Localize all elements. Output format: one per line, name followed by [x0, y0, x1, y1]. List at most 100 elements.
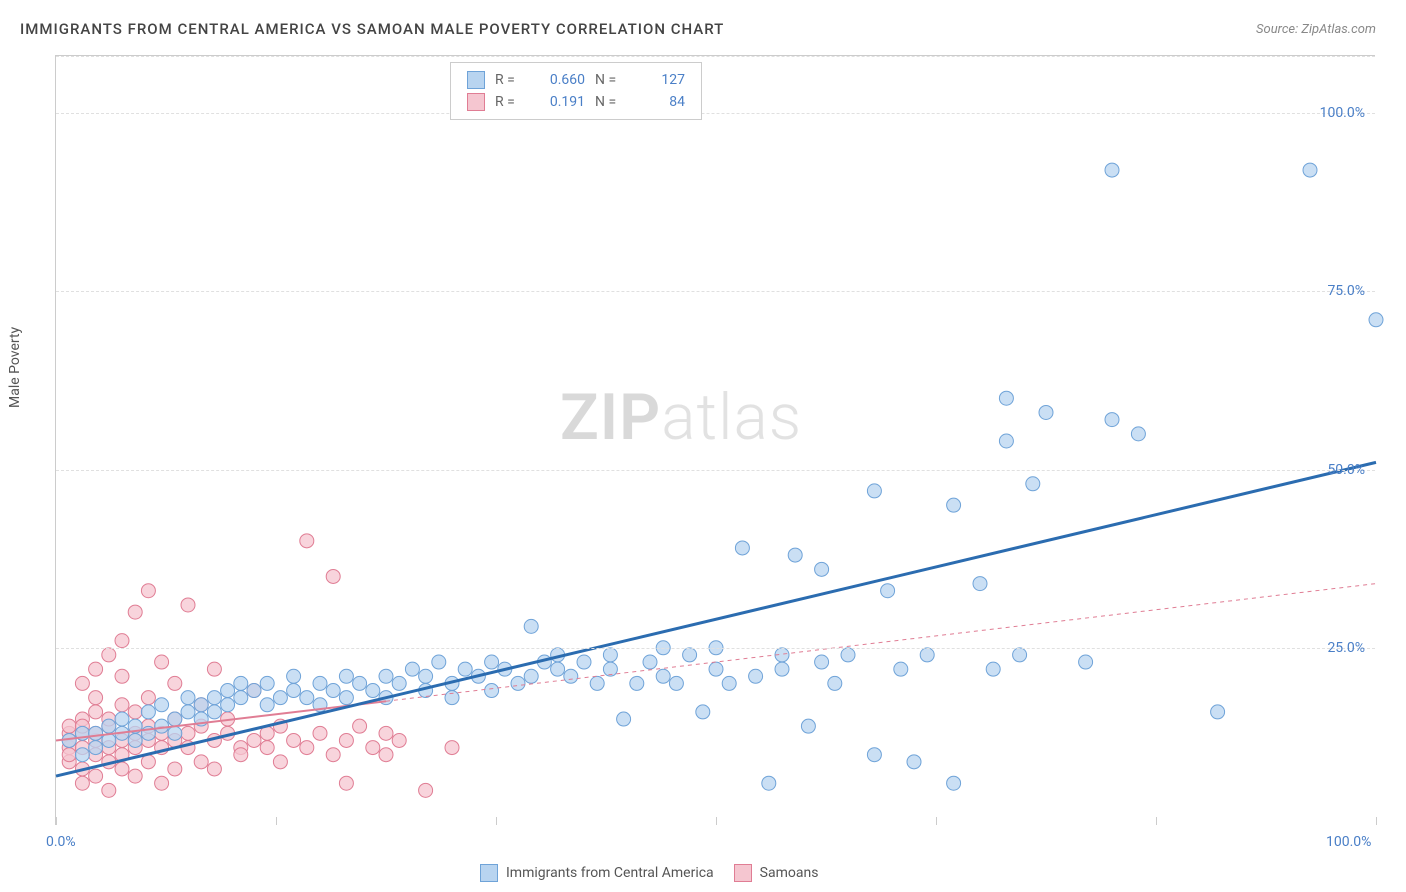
data-point: [353, 719, 367, 733]
legend-row: R = 0.660 N = 127: [467, 69, 685, 91]
data-point: [115, 698, 129, 712]
series-legend: Immigrants from Central AmericaSamoans: [480, 864, 818, 882]
y-tick-label: 100.0%: [1320, 105, 1365, 121]
data-point: [603, 662, 617, 676]
data-point: [867, 484, 881, 498]
scatter-plot-svg: [56, 56, 1375, 825]
data-point: [128, 705, 142, 719]
data-point: [89, 691, 103, 705]
data-point: [815, 562, 829, 576]
data-point: [485, 684, 499, 698]
data-point: [722, 676, 736, 690]
legend-swatch: [467, 93, 485, 111]
legend-swatch: [480, 864, 498, 882]
data-point: [749, 669, 763, 683]
data-point: [287, 669, 301, 683]
data-point: [89, 726, 103, 740]
data-point: [115, 634, 129, 648]
data-point: [656, 669, 670, 683]
data-point: [221, 684, 235, 698]
gridline: [56, 113, 1375, 114]
data-point: [260, 698, 274, 712]
y-tick-label: 75.0%: [1327, 283, 1365, 299]
data-point: [485, 655, 499, 669]
data-point: [75, 776, 89, 790]
data-point: [313, 726, 327, 740]
data-point: [326, 569, 340, 583]
data-point: [630, 676, 644, 690]
data-point: [207, 762, 221, 776]
data-point: [801, 719, 815, 733]
data-point: [1026, 477, 1040, 491]
data-point: [207, 691, 221, 705]
y-tick-label: 50.0%: [1327, 462, 1365, 478]
data-point: [102, 648, 116, 662]
data-point: [432, 655, 446, 669]
y-axis-label: Male Poverty: [7, 327, 23, 408]
data-point: [419, 783, 433, 797]
data-point: [141, 584, 155, 598]
data-point: [1039, 405, 1053, 419]
data-point: [247, 684, 261, 698]
data-point: [168, 676, 182, 690]
data-point: [89, 769, 103, 783]
data-point: [920, 648, 934, 662]
data-point: [1211, 705, 1225, 719]
trend-line: [56, 462, 1376, 776]
data-point: [102, 783, 116, 797]
x-tick-mark: [276, 817, 277, 825]
x-tick-mark: [936, 817, 937, 825]
data-point: [828, 676, 842, 690]
data-point: [221, 698, 235, 712]
legend-r-label: R =: [495, 94, 525, 110]
data-point: [379, 748, 393, 762]
data-point: [379, 726, 393, 740]
data-point: [1105, 413, 1119, 427]
data-point: [181, 691, 195, 705]
legend-n-label: N =: [595, 72, 625, 88]
data-point: [1105, 163, 1119, 177]
data-point: [366, 684, 380, 698]
data-point: [247, 733, 261, 747]
data-point: [1131, 427, 1145, 441]
data-point: [709, 662, 723, 676]
data-point: [273, 755, 287, 769]
data-point: [894, 662, 908, 676]
data-point: [89, 662, 103, 676]
data-point: [168, 712, 182, 726]
data-point: [155, 655, 169, 669]
data-point: [445, 691, 459, 705]
data-point: [551, 662, 565, 676]
chart-title: IMMIGRANTS FROM CENTRAL AMERICA VS SAMOA…: [20, 20, 724, 38]
data-point: [155, 719, 169, 733]
data-point: [287, 684, 301, 698]
data-point: [947, 776, 961, 790]
data-point: [1013, 648, 1027, 662]
legend-item: Samoans: [734, 864, 819, 882]
data-point: [326, 684, 340, 698]
correlation-legend: R = 0.660 N = 127 R = 0.191 N = 84: [450, 62, 702, 120]
x-tick-mark: [716, 817, 717, 825]
data-point: [155, 776, 169, 790]
data-point: [986, 662, 1000, 676]
chart-plot-area: 25.0%50.0%75.0%100.0%0.0%100.0%: [55, 55, 1375, 825]
legend-swatch: [734, 864, 752, 882]
data-point: [867, 748, 881, 762]
data-point: [564, 669, 578, 683]
data-point: [181, 598, 195, 612]
data-point: [207, 705, 221, 719]
data-point: [194, 755, 208, 769]
data-point: [617, 712, 631, 726]
data-point: [313, 676, 327, 690]
data-point: [141, 705, 155, 719]
x-tick-label: 100.0%: [1326, 834, 1371, 850]
data-point: [260, 676, 274, 690]
data-point: [62, 748, 76, 762]
data-point: [392, 733, 406, 747]
legend-r-value: 0.660: [535, 72, 585, 88]
data-point: [445, 741, 459, 755]
data-point: [128, 605, 142, 619]
data-point: [999, 434, 1013, 448]
data-point: [155, 698, 169, 712]
data-point: [300, 534, 314, 548]
